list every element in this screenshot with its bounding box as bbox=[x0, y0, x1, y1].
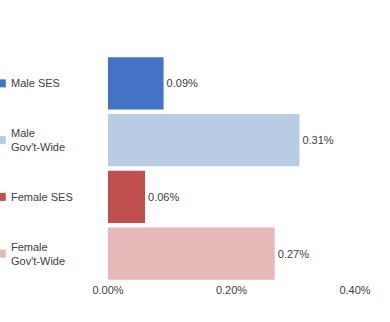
svg-text:MaleGov't-Wide: MaleGov't-Wide bbox=[11, 127, 65, 153]
svg-text:0.09%: 0.09% bbox=[167, 77, 198, 89]
svg-text:0.20%: 0.20% bbox=[216, 284, 247, 296]
svg-text:0.27%: 0.27% bbox=[278, 248, 309, 260]
svg-text:0.00%: 0.00% bbox=[92, 284, 123, 296]
svg-text:Male SES: Male SES bbox=[11, 77, 60, 89]
svg-text:0.40%: 0.40% bbox=[339, 284, 370, 296]
svg-text:Female SES: Female SES bbox=[11, 191, 73, 203]
svg-text:0.06%: 0.06% bbox=[148, 191, 179, 203]
svg-text:0.31%: 0.31% bbox=[302, 134, 333, 146]
svg-text:FemaleGov't-Wide: FemaleGov't-Wide bbox=[11, 241, 65, 267]
